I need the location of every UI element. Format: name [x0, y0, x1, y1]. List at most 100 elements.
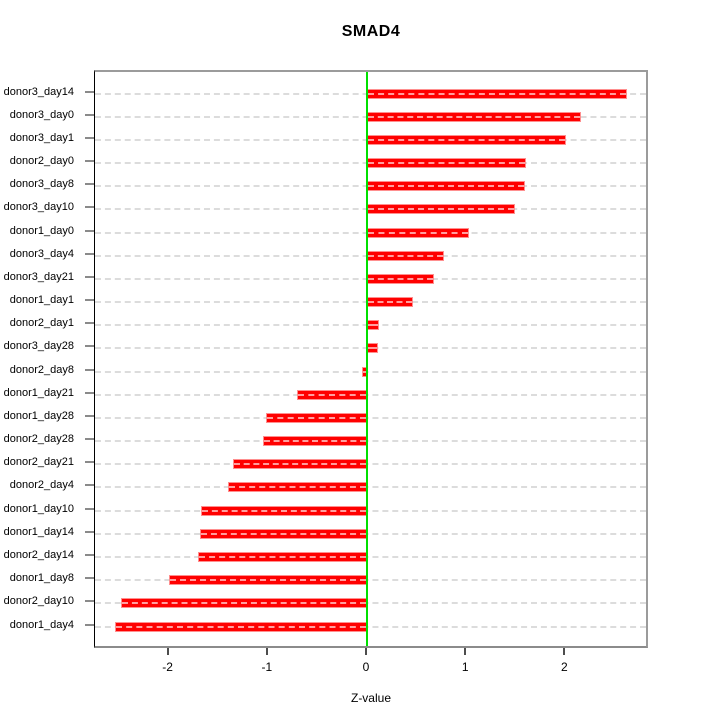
y-axis-tick	[85, 484, 94, 487]
plot-inner	[95, 72, 646, 646]
grid-line	[95, 393, 646, 396]
grid-line-on-bar	[234, 463, 366, 466]
bar-donor2_day0	[367, 158, 526, 169]
y-axis-tick	[85, 229, 94, 232]
bar-donor3_day1	[367, 134, 567, 145]
y-axis-tick	[85, 345, 94, 348]
chart-title: SMAD4	[341, 23, 401, 40]
grid-line	[95, 579, 646, 582]
y-axis-tick	[85, 160, 94, 163]
y-axis-label: donor1_day1	[9, 294, 74, 307]
y-axis-tick	[85, 553, 94, 556]
y-axis-label: donor2_day8	[9, 363, 74, 376]
y-axis-label: donor1_day10	[3, 502, 74, 515]
grid-line-on-bar	[368, 138, 566, 141]
grid-line-on-bar	[201, 532, 366, 535]
bar-donor3_day21	[367, 273, 435, 284]
x-axis-tick-label: -1	[261, 660, 273, 674]
y-axis-tick	[85, 322, 94, 325]
y-axis-tick	[85, 90, 94, 93]
x-axis-tick-label: 1	[461, 660, 469, 674]
grid-line	[95, 625, 646, 628]
bar-donor3_day4	[367, 250, 445, 261]
bar-donor1_day4	[115, 621, 367, 632]
bar-donor2_day14	[198, 551, 367, 562]
grid-line	[95, 440, 646, 443]
y-axis-label: donor3_day28	[3, 340, 74, 353]
y-axis-label: donor2_day28	[3, 433, 74, 446]
y-axis-label: donor3_day0	[9, 108, 74, 121]
y-axis-tick	[85, 275, 94, 278]
bar-donor2_day28	[262, 436, 367, 447]
y-axis-tick	[85, 577, 94, 580]
grid-line-on-bar	[368, 347, 377, 350]
y-axis-label: donor1_day21	[3, 386, 74, 399]
bar-donor1_day28	[265, 412, 367, 423]
y-axis-tick	[85, 113, 94, 116]
grid-line-on-bar	[368, 208, 514, 211]
grid-line-on-bar	[368, 231, 469, 234]
grid-line-on-bar	[229, 486, 366, 489]
x-axis-tick-label: -2	[162, 660, 173, 674]
grid-line-on-bar	[368, 301, 412, 304]
y-axis-tick	[85, 623, 94, 626]
y-axis-label: donor2_day10	[3, 595, 74, 608]
y-axis-label: donor3_day21	[3, 270, 74, 283]
y-axis-label: donor2_day4	[9, 479, 74, 492]
grid-line-on-bar	[363, 370, 366, 373]
zero-reference-line	[366, 72, 368, 646]
grid-line-on-bar	[169, 579, 366, 582]
y-axis-tick	[85, 438, 94, 441]
x-axis-tick	[166, 648, 169, 655]
bar-donor1_day14	[200, 528, 367, 539]
x-axis-tick	[265, 648, 268, 655]
y-axis-label: donor1_day0	[9, 224, 74, 237]
y-axis-label: donor3_day10	[3, 201, 74, 214]
y-axis-tick	[85, 391, 94, 394]
x-axis-tick-label: 0	[362, 660, 370, 674]
y-axis-tick	[85, 530, 94, 533]
grid-line-on-bar	[297, 393, 366, 396]
y-axis-label: donor3_day8	[9, 178, 74, 191]
grid-line-on-bar	[368, 254, 444, 257]
y-axis-labels: donor3_day14 donor3_day0 donor3_day1 donor2…	[0, 70, 84, 648]
bar-donor3_day14	[367, 88, 627, 99]
grid-line	[95, 463, 646, 466]
bar-donor3_day8	[367, 181, 525, 192]
grid-line-on-bar	[368, 92, 626, 95]
y-axis-label: donor1_day28	[3, 409, 74, 422]
x-axis-tick	[365, 648, 367, 655]
grid-line-on-bar	[368, 324, 378, 327]
y-axis-label: donor2_day0	[9, 155, 74, 168]
grid-line-on-bar	[368, 185, 524, 188]
grid-line-on-bar	[368, 162, 525, 165]
x-axis-tick	[563, 648, 566, 655]
bar-donor1_day8	[168, 575, 367, 586]
y-axis-label: donor2_day1	[9, 317, 74, 330]
y-axis-tick	[85, 461, 94, 464]
y-axis-tick	[85, 507, 94, 510]
bar-donor2_day4	[228, 482, 367, 493]
bar-donor2_day10	[120, 598, 367, 609]
y-axis-tick	[85, 252, 94, 255]
x-axis-title: Z-value	[350, 691, 391, 705]
x-axis-tick	[464, 648, 467, 655]
y-axis-label: donor3_day14	[3, 85, 74, 98]
y-axis-label: donor1_day8	[9, 572, 74, 585]
grid-line-on-bar	[199, 555, 366, 558]
grid-line	[95, 416, 646, 419]
y-axis-label: donor2_day14	[3, 548, 74, 561]
y-axis-tick	[85, 206, 94, 209]
bar-donor1_day1	[367, 297, 413, 308]
grid-line-on-bar	[368, 277, 434, 280]
bar-donor3_day10	[367, 204, 515, 215]
grid-line-on-bar	[121, 602, 366, 605]
bar-donor1_day0	[367, 227, 470, 238]
bar-donor2_day21	[233, 459, 367, 470]
plot-area	[94, 70, 648, 648]
bar-donor1_day21	[296, 389, 367, 400]
y-axis-tick	[85, 183, 94, 186]
grid-line	[95, 532, 646, 535]
grid-line	[95, 509, 646, 512]
y-axis-tick	[85, 414, 94, 417]
